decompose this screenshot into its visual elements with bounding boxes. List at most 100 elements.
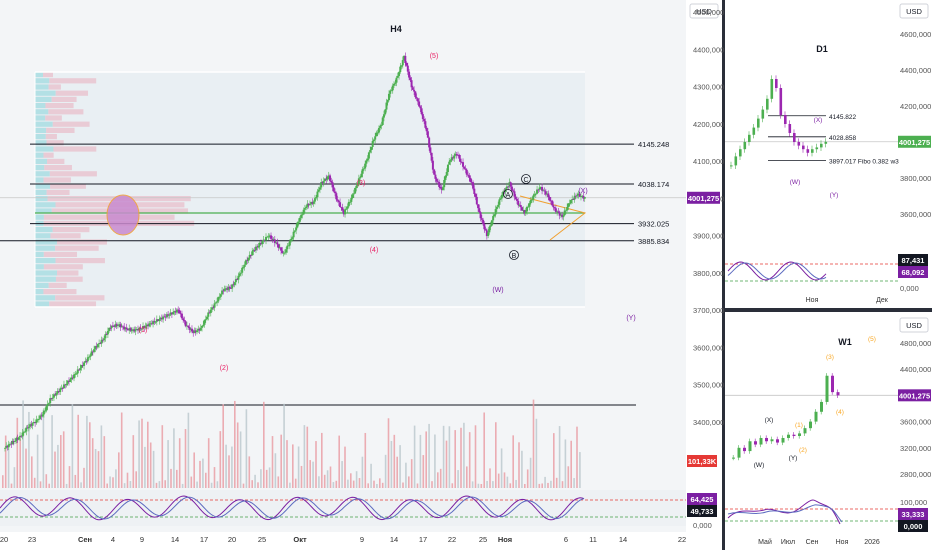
candle-body bbox=[552, 205, 555, 208]
candle-body bbox=[347, 201, 350, 207]
volume-bar bbox=[178, 438, 181, 488]
volume-bar bbox=[405, 462, 407, 488]
volume-bar bbox=[33, 477, 36, 488]
candle-body bbox=[190, 328, 193, 332]
d1-level-label: 4028.858 bbox=[829, 135, 856, 142]
candle-body bbox=[231, 284, 234, 289]
volume-bar bbox=[164, 480, 166, 488]
profile-bar-blue bbox=[35, 84, 49, 90]
w1-candle bbox=[781, 437, 785, 443]
w1-candle bbox=[732, 457, 735, 459]
candle-body bbox=[302, 209, 305, 215]
profile-bar-pink bbox=[55, 258, 105, 264]
profile-bar-pink bbox=[50, 183, 86, 189]
candle-body bbox=[142, 326, 145, 329]
candle-body bbox=[448, 161, 451, 165]
candle-body bbox=[44, 410, 47, 412]
profile-bar-blue bbox=[35, 134, 46, 140]
candle-body bbox=[306, 203, 309, 207]
volume-bar bbox=[495, 422, 497, 488]
volume-bar bbox=[326, 470, 329, 488]
candle-body bbox=[472, 182, 475, 189]
candle-body bbox=[365, 160, 368, 164]
volume-bar bbox=[558, 426, 561, 488]
volume-bar bbox=[364, 432, 367, 488]
w1-candle bbox=[737, 447, 741, 458]
candle-body bbox=[71, 377, 74, 379]
candle-body bbox=[462, 162, 465, 167]
osc-line-k bbox=[0, 495, 585, 521]
volume-bar bbox=[123, 483, 126, 488]
candle-body bbox=[30, 424, 33, 426]
candle-body bbox=[188, 326, 191, 330]
w1-wave: (5) bbox=[868, 336, 876, 343]
candle-body bbox=[567, 203, 570, 207]
volume-bar bbox=[376, 483, 378, 488]
candle-body bbox=[217, 296, 220, 302]
candle-body bbox=[385, 102, 388, 110]
candle-body bbox=[265, 236, 268, 241]
w1-candle bbox=[814, 411, 818, 422]
x-tick: 22 bbox=[448, 535, 456, 544]
candle-body bbox=[556, 211, 559, 213]
candle-body bbox=[508, 182, 511, 187]
candle-body bbox=[198, 328, 201, 331]
profile-bar-blue bbox=[35, 214, 44, 220]
candle-body bbox=[352, 193, 355, 195]
candle-body bbox=[480, 218, 483, 220]
candle-body bbox=[362, 168, 365, 170]
candle-body bbox=[244, 260, 247, 265]
candle-body bbox=[163, 316, 166, 318]
x-tick: 17 bbox=[200, 535, 208, 544]
volume-bar bbox=[532, 399, 535, 488]
d1-candle bbox=[748, 134, 751, 142]
d1-candle bbox=[824, 141, 828, 144]
volume-bar bbox=[518, 442, 520, 488]
candle-body bbox=[444, 175, 447, 180]
candle-body bbox=[350, 197, 353, 202]
candle-body bbox=[42, 410, 45, 415]
volume-bar bbox=[538, 483, 541, 488]
candle-body bbox=[515, 198, 518, 201]
candle-body bbox=[193, 330, 196, 334]
x-tick: 9 bbox=[360, 535, 364, 544]
profile-bar-pink bbox=[45, 115, 62, 121]
candle-body bbox=[493, 214, 496, 217]
candle-body bbox=[185, 325, 188, 327]
candle-body bbox=[410, 80, 413, 88]
candle-body bbox=[428, 137, 431, 148]
volume-bar bbox=[199, 460, 201, 488]
volume-bar bbox=[573, 478, 575, 488]
candle-body bbox=[531, 199, 534, 201]
candle-body bbox=[131, 329, 134, 331]
candle-body bbox=[169, 312, 172, 315]
volume-bar bbox=[225, 444, 227, 488]
candle-body bbox=[247, 257, 250, 261]
candle-body bbox=[418, 101, 421, 107]
candle-body bbox=[404, 55, 407, 63]
volume-bar bbox=[515, 479, 517, 488]
candle-body bbox=[334, 191, 337, 194]
candle-body bbox=[524, 211, 527, 214]
candle-body bbox=[278, 247, 281, 249]
candle-body bbox=[361, 169, 364, 174]
candle-body bbox=[74, 373, 77, 375]
volume-bar bbox=[245, 409, 248, 488]
candle-body bbox=[24, 431, 27, 433]
candle-body bbox=[55, 393, 58, 396]
candle-body bbox=[345, 208, 348, 210]
profile-bar-pink bbox=[43, 72, 53, 78]
candle-body bbox=[149, 323, 152, 325]
candle-body bbox=[485, 230, 488, 237]
volume-bar bbox=[236, 422, 239, 488]
candle-body bbox=[49, 398, 52, 404]
candle-body bbox=[320, 182, 323, 188]
w1-candle bbox=[792, 434, 796, 437]
volume-bar bbox=[36, 434, 39, 488]
x-tick: 23 bbox=[28, 535, 36, 544]
candle-body bbox=[354, 187, 357, 194]
volume-bar bbox=[355, 471, 358, 488]
candle-body bbox=[26, 427, 29, 429]
profile-bar-blue bbox=[35, 245, 56, 251]
